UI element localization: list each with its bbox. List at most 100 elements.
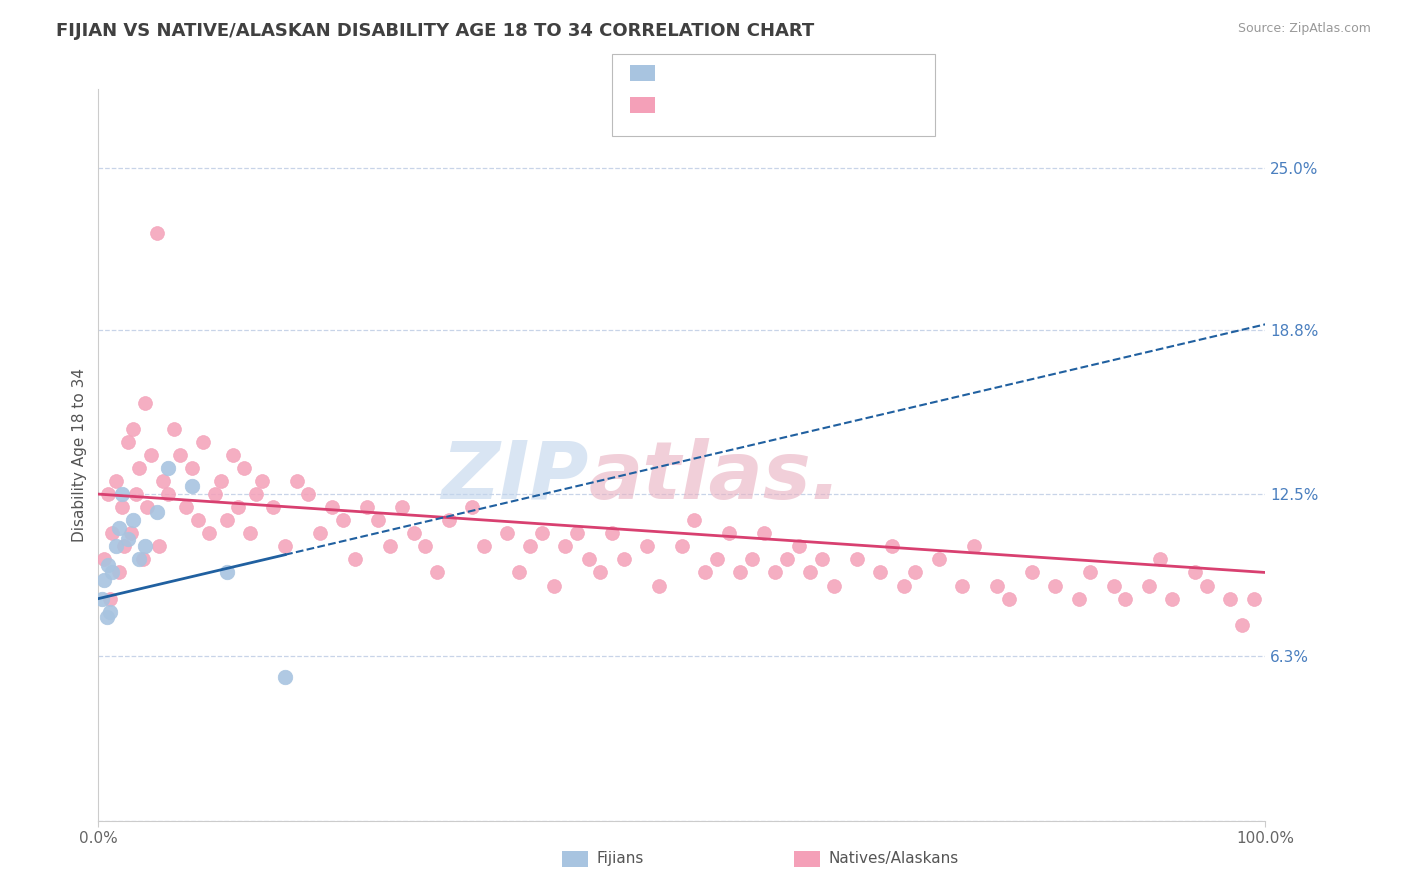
Point [1102, 578, 1125, 592]
Point [413, 539, 436, 553]
Point [169, 448, 191, 462]
Point [117, 532, 139, 546]
Point [950, 578, 973, 592]
Point [706, 552, 728, 566]
Point [682, 513, 704, 527]
Point [1137, 578, 1160, 592]
Point [589, 566, 612, 580]
Point [846, 552, 869, 566]
Point [367, 513, 389, 527]
Point [309, 526, 332, 541]
Point [122, 422, 145, 436]
Point [730, 566, 752, 580]
Text: 0.138: 0.138 [713, 69, 761, 84]
Point [1149, 552, 1171, 566]
Text: N =: N = [780, 69, 810, 84]
Point [519, 539, 541, 553]
Point [198, 526, 221, 541]
Point [128, 552, 150, 566]
Point [117, 434, 139, 449]
Text: R = -0.220: R = -0.220 [664, 101, 745, 116]
Point [402, 526, 425, 541]
Point [763, 566, 786, 580]
Point [530, 526, 553, 541]
Text: N =: N = [780, 101, 810, 116]
Text: R =: R = [664, 101, 692, 116]
Text: -0.220: -0.220 [707, 101, 762, 116]
Point [986, 578, 1008, 592]
Point [437, 513, 460, 527]
Point [776, 552, 799, 566]
Point [139, 448, 162, 462]
Point [1197, 578, 1219, 592]
Point [612, 552, 634, 566]
Point [215, 566, 238, 580]
Point [96, 610, 118, 624]
Point [496, 526, 519, 541]
Point [1243, 591, 1265, 606]
Point [695, 566, 717, 580]
Point [93, 552, 115, 566]
Point [1067, 591, 1090, 606]
Point [799, 566, 821, 580]
Point [128, 461, 150, 475]
Point [233, 461, 256, 475]
Point [344, 552, 367, 566]
Point [98, 591, 121, 606]
Point [1045, 578, 1067, 592]
Point [787, 539, 810, 553]
Point [239, 526, 262, 541]
Point [108, 566, 131, 580]
Point [98, 605, 121, 619]
Point [578, 552, 600, 566]
Point [508, 566, 530, 580]
Point [174, 500, 197, 515]
Point [752, 526, 775, 541]
Point [157, 487, 180, 501]
Point [111, 500, 134, 515]
Point [928, 552, 950, 566]
Y-axis label: Disability Age 18 to 34: Disability Age 18 to 34 [72, 368, 87, 542]
Point [250, 474, 273, 488]
Point [180, 479, 202, 493]
Point [262, 500, 284, 515]
Point [997, 591, 1019, 606]
Point [1219, 591, 1241, 606]
Point [962, 539, 984, 553]
Point [904, 566, 927, 580]
Point [204, 487, 226, 501]
Point [297, 487, 319, 501]
Point [285, 474, 308, 488]
Point [274, 539, 297, 553]
Point [90, 591, 112, 606]
Point [1114, 591, 1136, 606]
Point [1230, 617, 1253, 632]
Point [101, 566, 124, 580]
Point [193, 434, 215, 449]
Point [274, 670, 297, 684]
Point [228, 500, 250, 515]
Point [146, 226, 169, 240]
Point [321, 500, 343, 515]
Point [356, 500, 378, 515]
Point [565, 526, 588, 541]
Point [671, 539, 693, 553]
Point [148, 539, 170, 553]
Point [120, 526, 142, 541]
Point [104, 539, 127, 553]
Text: R =: R = [664, 69, 692, 84]
Point [380, 539, 402, 553]
Text: ZIP: ZIP [441, 438, 589, 516]
Point [1184, 566, 1206, 580]
Point [472, 539, 495, 553]
Point [741, 552, 763, 566]
Point [122, 513, 145, 527]
Point [152, 474, 174, 488]
Point [132, 552, 155, 566]
Point [125, 487, 148, 501]
Point [221, 448, 243, 462]
Point [811, 552, 834, 566]
Point [215, 513, 238, 527]
Point [134, 395, 156, 409]
Text: Fijians: Fijians [596, 851, 644, 866]
